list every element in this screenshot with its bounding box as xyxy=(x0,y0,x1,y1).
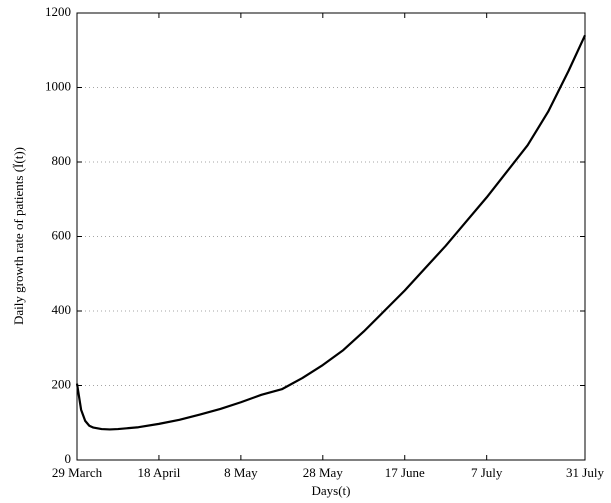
x-tick-label: 8 May xyxy=(224,465,258,480)
x-tick-label: 28 May xyxy=(303,465,344,480)
x-tick-label: 17 June xyxy=(385,465,425,480)
y-tick-label: 600 xyxy=(52,227,72,242)
x-axis-label: Days(t) xyxy=(312,483,351,498)
y-tick-label: 400 xyxy=(52,302,72,317)
y-tick-label: 0 xyxy=(65,451,72,466)
x-tick-label: 18 April xyxy=(137,465,180,480)
y-tick-label: 1000 xyxy=(45,78,71,93)
x-tick-label: 7 July xyxy=(471,465,503,480)
x-tick-label: 31 July xyxy=(566,465,604,480)
y-tick-label: 200 xyxy=(52,376,72,391)
data-line xyxy=(75,34,586,431)
y-tick-label: 1200 xyxy=(45,4,71,19)
plot-frame xyxy=(76,12,586,461)
y-tick-label: 800 xyxy=(52,153,72,168)
y-axis-label: Daily growth rate of patients (Ï(t)) xyxy=(11,147,26,325)
x-tick-label: 29 March xyxy=(52,465,103,480)
